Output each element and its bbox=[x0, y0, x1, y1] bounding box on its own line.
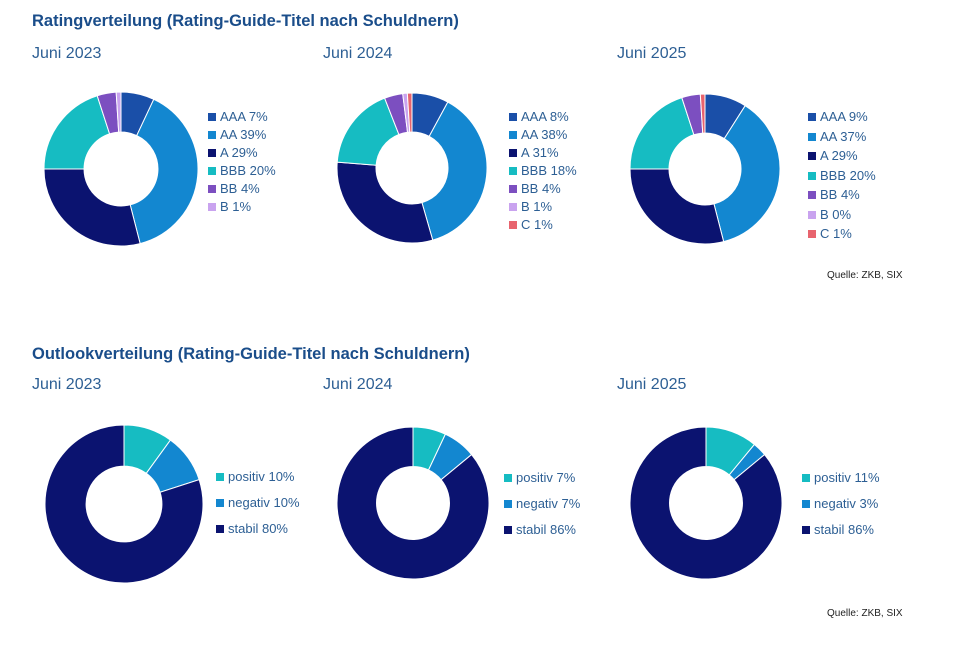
legend-swatch-bb bbox=[808, 191, 816, 199]
legend-swatch-a bbox=[808, 152, 816, 160]
legend-swatch-a bbox=[208, 149, 216, 157]
outlook-2024-donut bbox=[336, 426, 490, 580]
legend-label-b: B 1% bbox=[220, 199, 252, 214]
legend-label-bbb: BBB 20% bbox=[820, 167, 876, 183]
outlook-2023-slice-stabil bbox=[44, 424, 204, 584]
legend-swatch-aaa bbox=[208, 113, 216, 121]
legend-label-bb: BB 4% bbox=[220, 181, 260, 196]
outlook-2025-slice-stabil bbox=[629, 426, 783, 580]
outlook-2023-donut bbox=[44, 424, 204, 584]
outlook-2025-donut bbox=[629, 426, 783, 580]
legend-swatch-aa bbox=[808, 132, 816, 141]
legend-swatch-stabil bbox=[216, 525, 224, 533]
rating-2024-slice-aa bbox=[421, 101, 488, 241]
legend-swatch-negativ bbox=[802, 500, 810, 508]
legend-swatch-b bbox=[509, 203, 517, 211]
legend-swatch-a bbox=[509, 149, 517, 157]
legend-swatch-bb bbox=[509, 185, 517, 193]
legend-swatch-negativ bbox=[504, 500, 512, 508]
outlook-2024-subtitle: Juni 2024 bbox=[323, 376, 393, 393]
outlook-section-title: Outlookverteilung (Rating-Guide-Titel na… bbox=[32, 345, 470, 363]
legend-swatch-bbb bbox=[808, 171, 816, 180]
legend-swatch-aa bbox=[208, 131, 216, 139]
legend-label-aa: AA 37% bbox=[820, 128, 867, 144]
legend-swatch-bbb bbox=[509, 167, 517, 175]
legend-label-c: C 1% bbox=[521, 217, 553, 232]
rating-2024-subtitle: Juni 2024 bbox=[323, 45, 393, 62]
rating-2025-slice-c bbox=[699, 93, 706, 134]
legend-label-positiv: positiv 11% bbox=[814, 470, 880, 485]
legend-swatch-positiv bbox=[216, 473, 224, 481]
legend-label-stabil: stabil 86% bbox=[516, 522, 576, 537]
legend-label-stabil: stabil 80% bbox=[228, 521, 288, 536]
legend-label-negativ: negativ 3% bbox=[814, 496, 879, 511]
legend-swatch-aaa bbox=[509, 113, 517, 121]
legend-swatch-positiv bbox=[504, 474, 512, 482]
legend-label-negativ: negativ 10% bbox=[228, 495, 300, 510]
legend-swatch-stabil bbox=[802, 526, 810, 534]
legend-label-positiv: positiv 10% bbox=[228, 469, 295, 484]
legend-label-negativ: negativ 7% bbox=[516, 496, 581, 511]
rating-2023-donut bbox=[43, 91, 199, 247]
legend-swatch-c bbox=[808, 230, 816, 238]
legend-swatch-b bbox=[808, 210, 816, 219]
rating-2024-slice-a bbox=[336, 161, 434, 244]
rating-section-title: Ratingverteilung (Rating-Guide-Titel nac… bbox=[32, 12, 459, 30]
legend-label-bbb: BBB 18% bbox=[521, 163, 577, 178]
legend-swatch-b bbox=[208, 203, 216, 211]
legend-label-a: A 31% bbox=[521, 145, 559, 160]
legend-swatch-bbb bbox=[208, 167, 216, 175]
legend-label-b: B 0% bbox=[820, 206, 852, 222]
legend-label-bb: BB 4% bbox=[820, 187, 860, 202]
legend-label-aaa: AAA 9% bbox=[820, 109, 868, 124]
rating-source-note: Quelle: ZKB, SIX bbox=[827, 270, 903, 281]
legend-label-aaa: AAA 8% bbox=[521, 109, 569, 124]
legend-swatch-aaa bbox=[808, 113, 816, 121]
outlook-source-note: Quelle: ZKB, SIX bbox=[827, 608, 903, 619]
legend-label-bbb: BBB 20% bbox=[220, 163, 276, 178]
legend-label-aa: AA 38% bbox=[521, 127, 568, 142]
legend-label-a: A 29% bbox=[220, 145, 258, 160]
legend-swatch-aa bbox=[509, 131, 517, 139]
legend-label-aaa: AAA 7% bbox=[220, 109, 268, 124]
legend-label-a: A 29% bbox=[820, 148, 858, 163]
rating-2023-subtitle: Juni 2023 bbox=[32, 45, 102, 62]
legend-swatch-positiv bbox=[802, 474, 810, 482]
rating-2023-slice-aa bbox=[129, 98, 199, 245]
rating-2024-slice-c bbox=[406, 92, 413, 133]
legend-swatch-stabil bbox=[504, 526, 512, 534]
legend-label-aa: AA 39% bbox=[220, 127, 267, 142]
rating-2025-slice-aa bbox=[713, 104, 781, 243]
rating-2024-donut bbox=[336, 92, 488, 244]
outlook-2025-subtitle: Juni 2025 bbox=[617, 376, 687, 393]
legend-label-stabil: stabil 86% bbox=[814, 522, 874, 537]
rating-2025-donut bbox=[629, 93, 781, 245]
rating-2025-slice-a bbox=[629, 168, 725, 245]
rating-2023-slice-bbb bbox=[43, 95, 111, 170]
outlook-2024-slice-stabil bbox=[336, 426, 490, 580]
legend-swatch-c bbox=[509, 221, 517, 229]
rating-2025-subtitle: Juni 2025 bbox=[617, 45, 687, 62]
rating-2025-slice-bbb bbox=[629, 97, 695, 170]
legend-swatch-bb bbox=[208, 185, 216, 193]
rating-2023-slice-b bbox=[115, 91, 122, 133]
legend-label-bb: BB 4% bbox=[521, 181, 561, 196]
legend-label-b: B 1% bbox=[521, 199, 553, 214]
legend-swatch-negativ bbox=[216, 499, 224, 507]
rating-2023-slice-a bbox=[43, 168, 141, 247]
outlook-2023-subtitle: Juni 2023 bbox=[32, 376, 102, 393]
legend-label-c: C 1% bbox=[820, 226, 852, 241]
legend-label-positiv: positiv 7% bbox=[516, 470, 576, 485]
